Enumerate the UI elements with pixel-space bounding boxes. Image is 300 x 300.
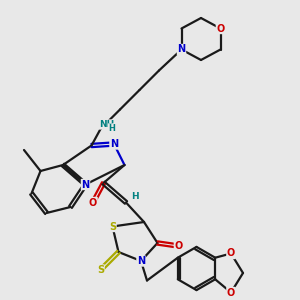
Text: S: S xyxy=(97,265,104,275)
Text: S: S xyxy=(109,221,116,232)
Text: N: N xyxy=(110,139,118,149)
Text: O: O xyxy=(227,248,235,259)
Text: H: H xyxy=(131,192,139,201)
Text: NH: NH xyxy=(99,120,114,129)
Text: O: O xyxy=(227,287,235,298)
Text: N: N xyxy=(177,44,186,55)
Text: H: H xyxy=(109,124,115,133)
Text: O: O xyxy=(89,197,97,208)
Text: O: O xyxy=(216,23,225,34)
Text: O: O xyxy=(174,241,183,251)
Text: N: N xyxy=(137,256,145,266)
Text: N: N xyxy=(81,179,90,190)
